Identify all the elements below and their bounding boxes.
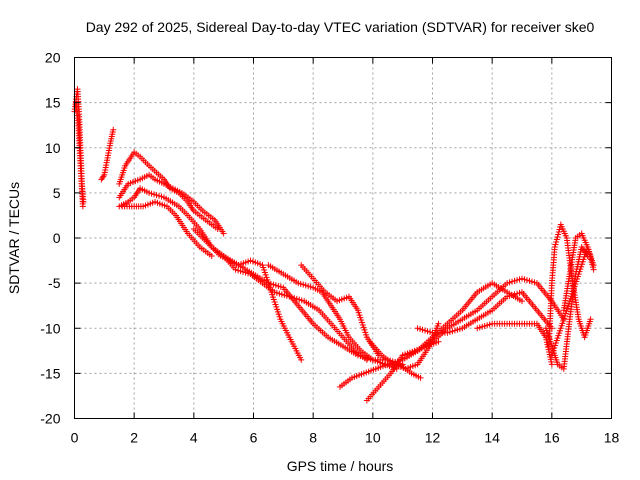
chart-title: Day 292 of 2025, Sidereal Day-to-day VTE… [86, 19, 595, 35]
y-tick-label: -5 [48, 275, 61, 291]
x-axis-label: GPS time / hours [287, 458, 394, 474]
data-point [589, 261, 596, 268]
data-point [555, 228, 562, 235]
data-point [587, 256, 594, 263]
data-point [585, 249, 592, 256]
y-tick-label: -20 [40, 411, 60, 427]
data-point [553, 239, 560, 246]
data-points [71, 86, 597, 404]
data-point [220, 230, 227, 237]
series-trace-3 [98, 126, 117, 183]
y-tick-label: -10 [40, 320, 60, 336]
series-trace-11 [265, 262, 400, 372]
data-point [588, 259, 595, 266]
series-trace-2 [72, 99, 86, 210]
data-point [589, 264, 596, 271]
axis-ticks: 0 2 4 6 8 10 12 14 16 18 20 15 10 5 0 -5 -10 -15 -20 [40, 50, 619, 446]
data-point [110, 126, 117, 133]
y-tick-label: 20 [45, 50, 61, 66]
data-point [555, 231, 562, 238]
series-trace-23 [560, 230, 597, 314]
data-point [519, 298, 525, 305]
series-trace-19 [474, 320, 555, 368]
data-point [435, 320, 442, 327]
y-axis-label: SDTVAR / TECUs [6, 182, 22, 294]
data-point [551, 244, 558, 251]
x-tick-label: 0 [71, 430, 79, 446]
data-point [552, 241, 559, 248]
x-tick-label: 12 [425, 430, 441, 446]
data-point [435, 338, 442, 345]
data-point [585, 246, 592, 253]
data-point [298, 356, 305, 363]
series-trace-7 [119, 198, 215, 260]
series-trace-18 [414, 289, 555, 336]
y-tick-label: 15 [45, 95, 61, 111]
data-point [590, 266, 597, 273]
data-point [553, 236, 560, 243]
x-tick-label: 4 [190, 430, 198, 446]
data-point [554, 233, 561, 240]
x-tick-label: 8 [309, 430, 317, 446]
y-tick-label: 0 [53, 230, 61, 246]
y-tick-label: 5 [53, 185, 61, 201]
x-tick-label: 18 [604, 430, 620, 446]
data-point [208, 253, 215, 260]
y-tick-label: 10 [45, 140, 61, 156]
data-point [417, 374, 424, 381]
grid [74, 57, 612, 419]
data-point [587, 254, 594, 261]
x-tick-label: 6 [250, 430, 258, 446]
series-trace-6 [116, 171, 227, 237]
x-tick-label: 10 [365, 430, 381, 446]
y-tick-label: -15 [40, 365, 60, 381]
series-trace-22 [548, 244, 597, 359]
data-point [586, 251, 593, 258]
data-point [584, 244, 591, 251]
x-tick-label: 2 [130, 430, 138, 446]
data-point [587, 316, 594, 323]
x-tick-label: 14 [484, 430, 500, 446]
series-trace-5 [116, 149, 221, 232]
data-point [79, 203, 86, 210]
x-tick-label: 16 [544, 430, 560, 446]
data-point [548, 361, 555, 368]
series-trace-21 [545, 221, 594, 350]
